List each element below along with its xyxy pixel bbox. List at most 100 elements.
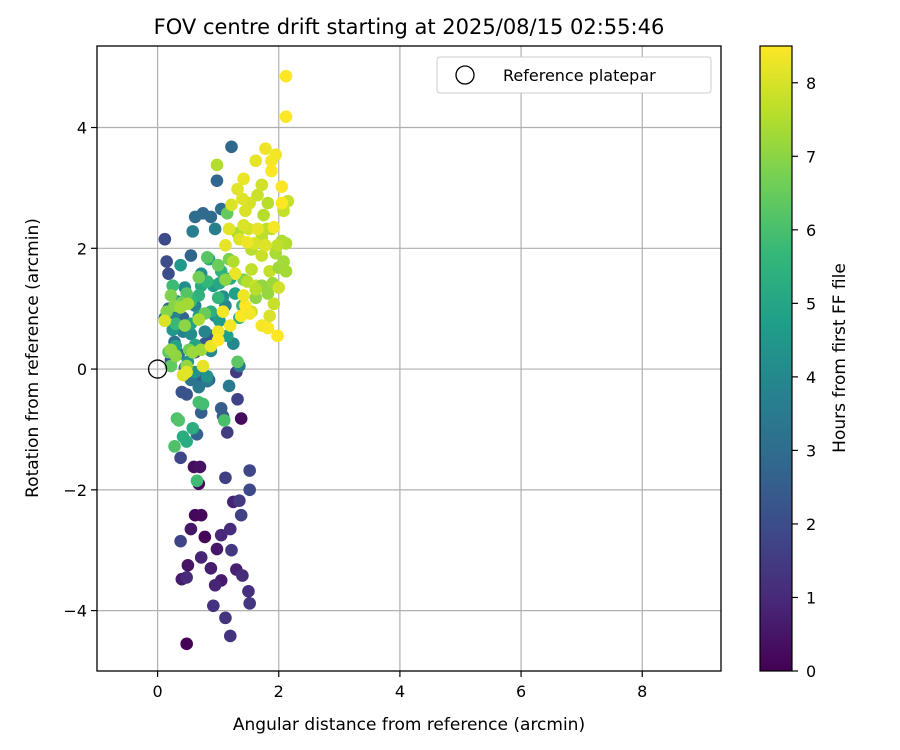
- data-point: [172, 414, 186, 427]
- data-point: [251, 222, 264, 236]
- data-point: [269, 148, 283, 161]
- data-point: [243, 464, 256, 477]
- data-point: [176, 430, 190, 444]
- data-point: [231, 182, 244, 196]
- x-tick-label: 6: [516, 682, 526, 701]
- data-point: [242, 584, 255, 598]
- x-axis-label: Angular distance from reference (arcmin): [233, 715, 585, 735]
- data-point: [275, 180, 289, 194]
- data-point: [225, 198, 238, 212]
- data-point: [239, 204, 252, 218]
- data-point: [204, 210, 218, 224]
- legend-box: [436, 56, 712, 94]
- data-point: [194, 343, 208, 357]
- data-point: [186, 225, 200, 238]
- data-point: [261, 287, 275, 300]
- data-point: [220, 426, 234, 439]
- data-point: [188, 210, 202, 224]
- data-point: [279, 264, 293, 278]
- data-point: [236, 192, 249, 206]
- data-point: [279, 69, 293, 83]
- data-point: [194, 508, 208, 522]
- data-point: [184, 522, 198, 536]
- data-point: [236, 569, 249, 582]
- data-point: [186, 421, 200, 435]
- y-tick-label: 2: [77, 239, 87, 258]
- data-point: [214, 528, 228, 542]
- data-point: [207, 599, 220, 613]
- data-point: [255, 178, 269, 192]
- data-point: [267, 297, 281, 311]
- data-point: [217, 414, 231, 427]
- data-point: [180, 365, 193, 379]
- x-tick-label: 4: [395, 682, 405, 701]
- data-point: [223, 319, 237, 332]
- data-point: [231, 392, 244, 406]
- data-point: [166, 279, 180, 293]
- data-point: [162, 267, 175, 280]
- data-point: [208, 222, 222, 236]
- data-point: [164, 359, 178, 373]
- data-point: [257, 208, 270, 222]
- data-point: [192, 270, 206, 284]
- data-point: [277, 255, 290, 268]
- plot-frame: [96, 45, 722, 672]
- y-tick-label: −4: [63, 602, 87, 621]
- data-point: [233, 494, 246, 508]
- y-axis-label: Rotation from reference (arcmin): [23, 218, 43, 498]
- data-point: [225, 140, 238, 154]
- data-point: [210, 174, 224, 187]
- colorbar-tick-label: 5: [806, 294, 816, 313]
- data-point: [208, 578, 222, 592]
- data-point: [240, 235, 254, 249]
- legend-reference-marker: [455, 65, 475, 85]
- data-point: [174, 534, 187, 548]
- data-point: [180, 571, 193, 584]
- data-point: [259, 238, 272, 252]
- data-point: [174, 258, 187, 272]
- data-point: [160, 255, 173, 268]
- data-point: [231, 355, 244, 369]
- data-point: [210, 542, 224, 556]
- data-point: [198, 325, 212, 338]
- data-point: [194, 551, 208, 564]
- x-tick-label: 2: [274, 682, 284, 701]
- data-point: [225, 543, 238, 557]
- data-point: [234, 508, 248, 522]
- data-point: [249, 154, 263, 168]
- data-point: [180, 637, 193, 651]
- data-point: [263, 309, 276, 323]
- colorbar-tick-label: 6: [806, 221, 816, 240]
- data-point: [243, 307, 256, 320]
- data-point: [227, 255, 240, 268]
- data-point: [204, 562, 218, 575]
- data-point: [271, 329, 284, 343]
- colorbar-tick-label: 1: [806, 588, 816, 607]
- data-point: [174, 451, 187, 465]
- data-point: [259, 142, 272, 155]
- data-point: [251, 188, 264, 202]
- data-point: [196, 359, 210, 373]
- data-point: [210, 158, 224, 172]
- data-points: [158, 69, 295, 651]
- data-point: [243, 483, 256, 497]
- data-point: [216, 305, 230, 319]
- data-point: [193, 460, 207, 474]
- data-point: [272, 281, 286, 294]
- data-point: [223, 629, 237, 643]
- data-point: [192, 313, 206, 326]
- data-point: [261, 196, 275, 210]
- data-point: [279, 110, 293, 123]
- colorbar-tick-label: 8: [806, 74, 816, 93]
- data-point: [181, 297, 195, 311]
- data-point: [200, 370, 214, 383]
- data-point: [223, 522, 237, 536]
- colorbar-tick-label: 0: [806, 662, 816, 681]
- legend: Reference platepar: [436, 56, 712, 94]
- colorbar-tick-label: 4: [806, 368, 816, 387]
- data-point: [211, 258, 225, 272]
- legend-label: Reference platepar: [503, 66, 656, 85]
- y-tick-label: 0: [77, 360, 87, 379]
- data-point: [234, 412, 248, 425]
